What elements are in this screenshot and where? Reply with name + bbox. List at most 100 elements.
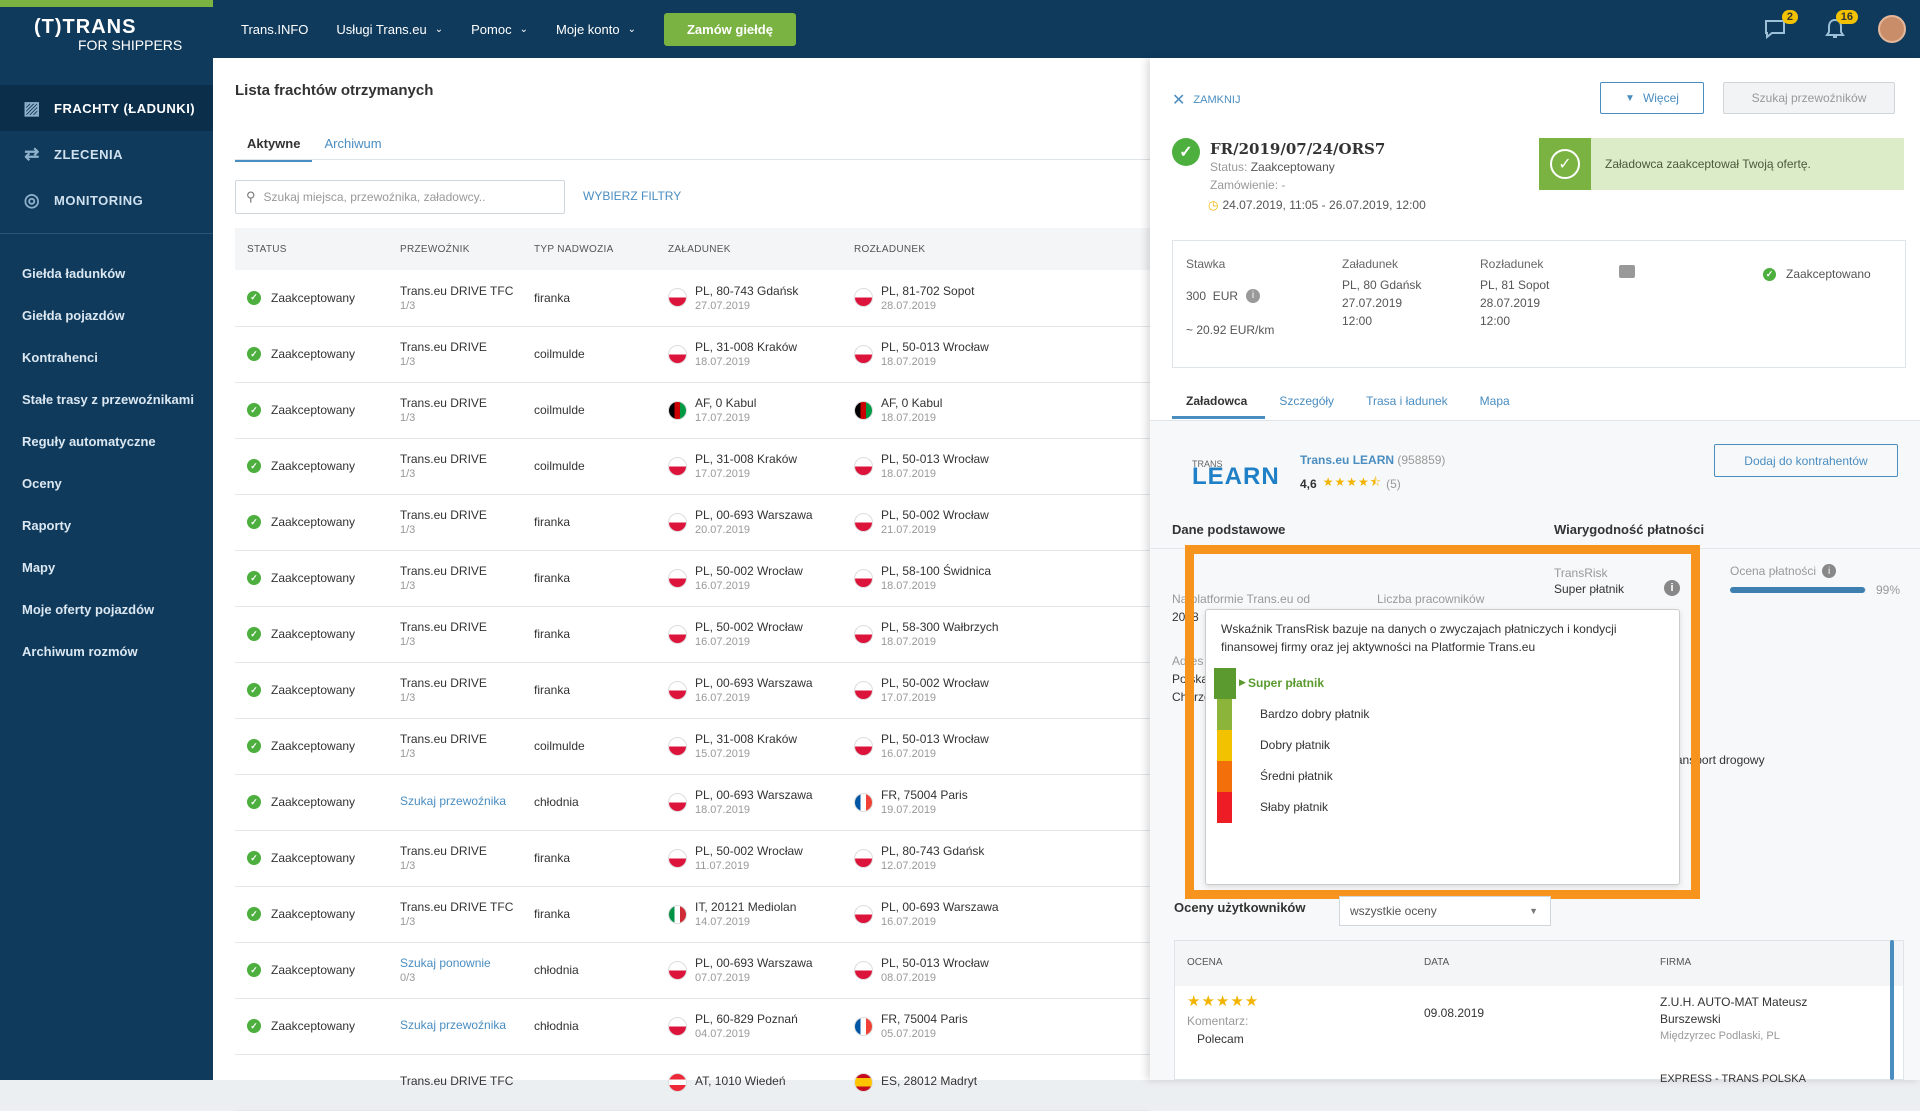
sidebar-subitem-5[interactable]: Oceny [22, 475, 62, 491]
find-carrier-link[interactable]: Szukaj przewoźnika [400, 794, 507, 808]
transrisk-info-icon[interactable]: i [1664, 580, 1680, 596]
table-row[interactable]: ✓ Zaakceptowany Trans.eu DRIVE TFC 1/3 firan… [235, 270, 1150, 326]
sidebar-item-label: FRACHTY (ŁADUNKI) [54, 100, 196, 116]
carrier-count: 1/3 [400, 356, 416, 368]
table-row[interactable]: ✓ Zaakceptowany Trans.eu DRIVE 1/3 coilmulde… [235, 438, 1150, 494]
list-tabs: Aktywne Archiwum [235, 130, 394, 162]
ratings-filter-select[interactable]: wszystkie oceny ▼ [1339, 896, 1551, 926]
unload-info: PL, 81 Sopot 28.07.2019 12:00 [1480, 276, 1549, 330]
tab-active[interactable]: Aktywne [235, 130, 313, 162]
table-row[interactable]: ✓ Zaakceptowany Trans.eu DRIVE 1/3 coilmulde… [235, 718, 1150, 774]
find-carrier-link[interactable]: Szukaj przewoźnika [400, 1018, 507, 1032]
load-place: PL, 50-002 Wrocław [695, 844, 803, 858]
col-carrier[interactable]: PRZEWOŹNIK [400, 243, 470, 255]
carrier-cell: Trans.eu DRIVE 1/3 [388, 326, 522, 382]
nav-item-3[interactable]: Moje konto ⌄ [556, 22, 636, 37]
sidebar-subitem-0[interactable]: Giełda ładunków [22, 265, 126, 281]
table-row[interactable]: ✓ Zaakceptowany Szukaj ponownie 0/3 chłodnia… [235, 942, 1150, 998]
rating-count: (5) [1386, 476, 1401, 491]
body-type-cell: firanka [534, 683, 571, 697]
tab-route-cargo[interactable]: Trasa i ładunek [1366, 394, 1448, 408]
nav-item-1[interactable]: Usługi Trans.eu ⌄ [336, 22, 443, 37]
tab-archive[interactable]: Archiwum [324, 136, 382, 151]
unload-place: PL, 00-693 Warszawa [881, 900, 999, 914]
load-date: 18.07.2019 [695, 356, 751, 368]
table-row[interactable]: ✓ Zaakceptowany Trans.eu DRIVE 1/3 firanka PL… [235, 550, 1150, 606]
chevron-down-icon: ▼ [1625, 92, 1635, 104]
nav-item-label: Trans.INFO [241, 21, 309, 37]
unload-place: PL, 50-002 Wrocław [881, 676, 989, 690]
sidebar-item-monitoring[interactable]: ◎ MONITORING [0, 177, 213, 223]
sidebar-item-freight[interactable]: ▨ FRACHTY (ŁADUNKI) [0, 85, 213, 131]
more-button[interactable]: ▼ Więcej [1600, 82, 1704, 114]
col-loading[interactable]: ZAŁADUNEK [668, 243, 731, 255]
nav-item-0[interactable]: Trans.INFO [241, 22, 308, 37]
table-row[interactable]: ✓ Zaakceptowany Trans.eu DRIVE TFC 1/3 firan… [235, 886, 1150, 942]
table-row[interactable]: ✓ Zaakceptowany Trans.eu DRIVE 1/3 firanka PL… [235, 494, 1150, 550]
status-check-icon: ✓ [247, 739, 261, 753]
messages-icon[interactable]: 2 [1758, 10, 1798, 46]
logo[interactable]: (T)TRANS FOR SHIPPERS [0, 7, 213, 59]
carrier-cell: Trans.eu DRIVE TFC 1/3 [388, 270, 522, 326]
sidebar-subitem-2[interactable]: Kontrahenci [22, 349, 98, 365]
sidebar-item-orders[interactable]: ⇄ ZLECENIA [0, 131, 213, 177]
company-id: (958859) [1397, 453, 1446, 467]
unload-place: PL, 58-100 Świdnica [881, 564, 992, 578]
table-row[interactable]: ✓ Zaakceptowany Trans.eu DRIVE 1/3 coilmulde… [235, 326, 1150, 382]
carrier-count: 1/3 [400, 748, 416, 760]
payment-info-icon[interactable]: i [1822, 564, 1837, 578]
search-input[interactable]: ⚲ Szukaj miejsca, przewoźnika, załadowcy… [235, 180, 565, 214]
close-button[interactable]: ✕ ZAMKNIJ [1172, 90, 1240, 110]
table-row[interactable]: ✓ Zaakceptowany Trans.eu DRIVE 1/3 firanka PL… [235, 662, 1150, 718]
sidebar-subitem-1[interactable]: Giełda pojazdów [22, 307, 125, 323]
table-row[interactable]: Trans.eu DRIVE TFC AT, 1010 Wiedeń ES, 280… [235, 1054, 1150, 1110]
dropdown-arrow-icon: ▼ [1529, 906, 1538, 916]
find-carriers-button[interactable]: Szukaj przewoźników [1723, 82, 1895, 114]
unloading-cell: PL, 50-013 Wrocław 16.07.2019 [842, 718, 1150, 774]
col-body-type[interactable]: TYP NADWOZIA [534, 243, 614, 255]
loading-cell: PL, 31-008 Kraków 17.07.2019 [656, 438, 842, 494]
carrier-name: Trans.eu DRIVE TFC [400, 900, 514, 914]
table-row[interactable]: ✓ Zaakceptowany Trans.eu DRIVE 1/3 coilmulde… [235, 382, 1150, 438]
status-cell: ✓ Zaakceptowany [235, 998, 388, 1054]
sidebar-subitem-8[interactable]: Moje oferty pojazdów [22, 601, 155, 617]
scale-label-0: Super płatnik [1248, 676, 1325, 690]
unloading-cell: PL, 50-002 Wrocław 17.07.2019 [842, 662, 1150, 718]
tab-details[interactable]: Szczegóły [1279, 394, 1335, 408]
sidebar-subitem-4[interactable]: Reguły automatyczne [22, 433, 156, 449]
tab-map[interactable]: Mapa [1479, 394, 1510, 408]
notifications-bell-icon[interactable]: 16 [1818, 10, 1858, 46]
unload-place: AF, 0 Kabul [881, 396, 943, 410]
choose-filters-link[interactable]: WYBIERZ FILTRY [583, 189, 682, 203]
col-unloading[interactable]: ROZŁADUNEK [854, 243, 926, 255]
unload-place: PL, 81-702 Sopot [881, 283, 975, 298]
loading-cell: AF, 0 Kabul 17.07.2019 [656, 382, 842, 438]
sidebar-divider [0, 233, 213, 234]
sidebar-subitem-7[interactable]: Mapy [22, 559, 56, 575]
table-row[interactable]: ✓ Zaakceptowany Trans.eu DRIVE 1/3 firanka PL… [235, 830, 1150, 886]
order-exchange-button[interactable]: Zamów giełdę [663, 12, 796, 46]
flag-icon [668, 456, 687, 476]
body-type-cell: coilmulde [534, 347, 585, 361]
table-row[interactable]: ✓ Zaakceptowany Szukaj przewoźnika chłodnia… [235, 998, 1150, 1054]
flag-icon [854, 736, 873, 756]
carrier-name: Trans.eu DRIVE TFC [400, 283, 514, 298]
nav-item-2[interactable]: Pomoc ⌄ [471, 22, 528, 37]
body-type-cell: chłodnia [534, 963, 579, 977]
add-contractor-button[interactable]: Dodaj do kontrahentów [1714, 444, 1898, 477]
sidebar-subitem-3[interactable]: Stałe trasy z przewoźnikami [22, 391, 194, 407]
unload-place: PL, 50-013 Wrocław [881, 340, 989, 354]
comment-icon[interactable] [1619, 265, 1635, 278]
user-avatar[interactable] [1878, 15, 1906, 43]
company-name-link[interactable]: Trans.eu LEARN [1300, 453, 1395, 467]
sidebar-subitem-6[interactable]: Raporty [22, 517, 72, 533]
load-place: IT, 20121 Mediolan [695, 900, 797, 914]
table-row[interactable]: ✓ Zaakceptowany Trans.eu DRIVE 1/3 firanka PL… [235, 606, 1150, 662]
find-carrier-link[interactable]: Szukaj ponownie [400, 956, 491, 970]
tab-shipper[interactable]: Załadowca [1172, 394, 1266, 419]
panel-scrollbar[interactable] [1890, 940, 1894, 1080]
sidebar-subitem-9[interactable]: Archiwum rozmów [22, 643, 138, 659]
table-row[interactable]: ✓ Zaakceptowany Szukaj przewoźnika chłodnia… [235, 774, 1150, 830]
info-icon[interactable]: i [1246, 289, 1261, 303]
col-status[interactable]: STATUS [247, 243, 287, 255]
